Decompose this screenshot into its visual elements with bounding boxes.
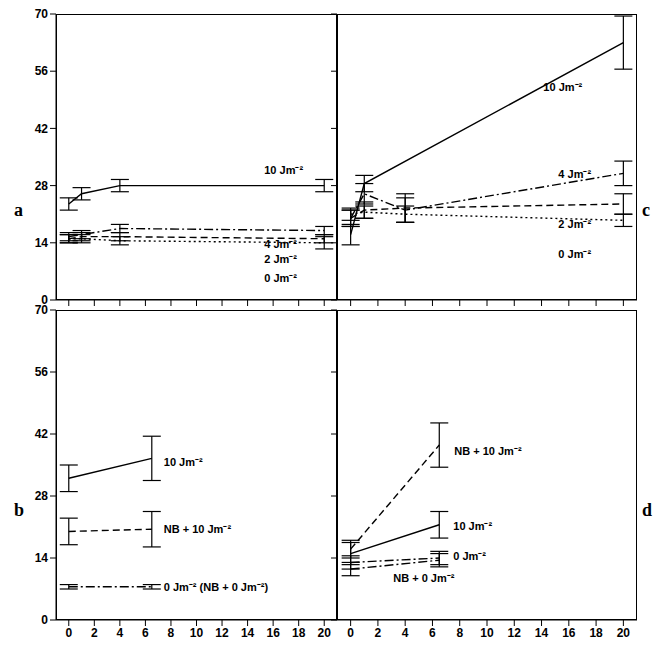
svg-text:2 Jm⁻²: 2 Jm⁻²: [264, 253, 297, 265]
svg-text:42: 42: [35, 427, 49, 441]
svg-text:0: 0: [65, 626, 72, 640]
svg-text:12: 12: [215, 626, 229, 640]
svg-text:NB + 10 Jm⁻²: NB + 10 Jm⁻²: [164, 523, 232, 535]
svg-text:0: 0: [41, 613, 48, 627]
svg-text:56: 56: [35, 64, 49, 78]
svg-text:56: 56: [35, 365, 49, 379]
svg-text:0: 0: [347, 626, 354, 640]
svg-text:18: 18: [589, 626, 603, 640]
svg-text:42: 42: [35, 122, 49, 136]
svg-text:0 Jm⁻²: 0 Jm⁻²: [558, 248, 591, 260]
svg-text:70: 70: [35, 8, 49, 21]
svg-text:2: 2: [375, 626, 382, 640]
html-text:d: d: [642, 500, 652, 520]
svg-text:NB + 0 Jm⁻²: NB + 0 Jm⁻²: [393, 572, 454, 584]
svg-text:2: 2: [91, 626, 98, 640]
svg-text:20: 20: [318, 626, 332, 640]
svg-text:8: 8: [456, 626, 463, 640]
svg-text:0: 0: [41, 293, 48, 308]
svg-text:18: 18: [292, 626, 306, 640]
svg-text:28: 28: [35, 179, 49, 193]
svg-text:16: 16: [266, 626, 280, 640]
svg-text:10 Jm⁻²: 10 Jm⁻²: [164, 456, 203, 468]
svg-text:14: 14: [535, 626, 549, 640]
svg-text:10 Jm⁻²: 10 Jm⁻²: [453, 520, 492, 532]
svg-text:0 Jm⁻² (NB + 0 Jm⁻²): 0 Jm⁻² (NB + 0 Jm⁻²): [164, 581, 269, 593]
svg-text:70: 70: [35, 304, 49, 317]
svg-text:10 Jm⁻²: 10 Jm⁻²: [543, 81, 582, 93]
svg-text:4: 4: [117, 626, 124, 640]
svg-text:20: 20: [617, 626, 631, 640]
svg-text:12: 12: [508, 626, 522, 640]
svg-text:4 Jm⁻²: 4 Jm⁻²: [558, 168, 591, 180]
svg-text:14: 14: [35, 236, 49, 250]
svg-text:2 Jm⁻²: 2 Jm⁻²: [558, 218, 591, 230]
html-text:c: c: [642, 200, 650, 220]
svg-text:8: 8: [168, 626, 175, 640]
html-text:b: b: [14, 500, 24, 520]
svg-text:6: 6: [142, 626, 149, 640]
svg-text:10: 10: [190, 626, 204, 640]
svg-text:4 Jm⁻²: 4 Jm⁻²: [264, 238, 297, 250]
svg-text:16: 16: [562, 626, 576, 640]
svg-text:0 Jm⁻²: 0 Jm⁻²: [264, 272, 297, 284]
html-text:a: a: [14, 200, 23, 220]
svg-text:10 Jm⁻²: 10 Jm⁻²: [264, 164, 303, 176]
svg-text:4: 4: [402, 626, 409, 640]
svg-text:10: 10: [480, 626, 494, 640]
svg-text:14: 14: [241, 626, 255, 640]
svg-text:0 Jm⁻²: 0 Jm⁻²: [453, 550, 486, 562]
svg-text:6: 6: [429, 626, 436, 640]
svg-text:NB + 10 Jm⁻²: NB + 10 Jm⁻²: [454, 445, 522, 457]
svg-text:28: 28: [35, 489, 49, 503]
svg-text:14: 14: [35, 551, 49, 565]
